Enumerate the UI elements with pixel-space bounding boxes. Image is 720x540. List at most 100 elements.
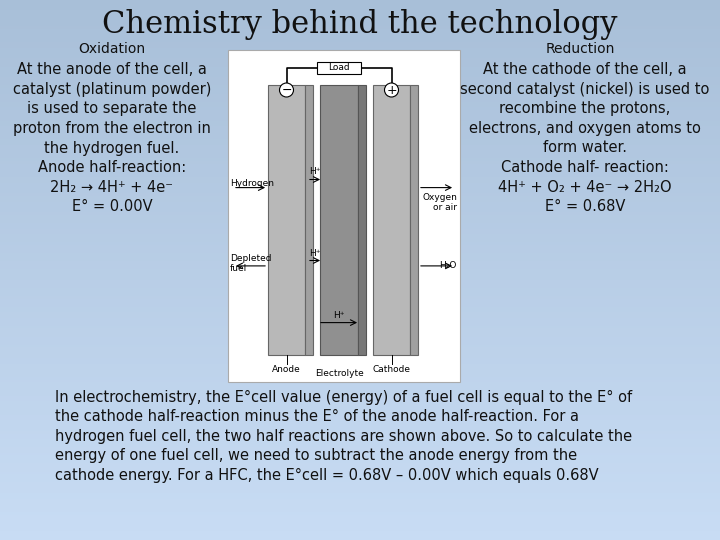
Text: E° = 0.68V: E° = 0.68V	[545, 199, 625, 214]
Bar	[0, 239, 720, 243]
Bar	[0, 39, 720, 43]
Bar	[0, 334, 720, 338]
Bar	[0, 480, 720, 483]
Bar	[0, 355, 720, 359]
Bar	[0, 134, 720, 138]
Text: Reduction: Reduction	[545, 42, 615, 56]
Text: is used to separate the: is used to separate the	[27, 102, 197, 117]
Bar	[0, 34, 720, 38]
Bar	[0, 145, 720, 148]
Bar	[0, 423, 720, 427]
Bar	[0, 377, 720, 381]
Bar	[0, 301, 720, 305]
Bar	[0, 326, 720, 329]
Bar	[0, 110, 720, 113]
Bar	[0, 309, 720, 313]
Bar	[0, 490, 720, 494]
Circle shape	[384, 83, 398, 97]
Text: In electrochemistry, the E°cell value (energy) of a fuel cell is equal to the E°: In electrochemistry, the E°cell value (e…	[55, 389, 632, 404]
Bar	[0, 485, 720, 489]
Text: 2H₂ → 4H⁺ + 4e⁻: 2H₂ → 4H⁺ + 4e⁻	[50, 179, 174, 194]
Circle shape	[279, 83, 294, 97]
Bar	[0, 482, 720, 486]
Bar	[0, 507, 720, 510]
Text: Cathode: Cathode	[372, 366, 410, 375]
Bar	[0, 285, 720, 289]
Bar	[0, 282, 720, 286]
Bar	[0, 463, 720, 467]
Bar	[0, 363, 720, 367]
Bar	[0, 120, 720, 124]
Bar	[0, 323, 720, 327]
Bar	[0, 193, 720, 197]
Bar	[0, 69, 720, 73]
Bar	[0, 447, 720, 451]
Bar	[0, 369, 720, 373]
Bar	[0, 137, 720, 140]
Bar	[0, 129, 720, 132]
Bar	[0, 415, 720, 419]
Bar	[0, 280, 720, 284]
Bar	[0, 212, 720, 216]
Bar	[0, 188, 720, 192]
Bar	[0, 528, 720, 532]
Bar	[0, 153, 720, 157]
Bar	[0, 264, 720, 267]
Bar	[0, 288, 720, 292]
Bar	[0, 31, 720, 35]
Bar	[0, 48, 720, 51]
Bar	[0, 339, 720, 343]
Bar	[0, 91, 720, 94]
Text: proton from the electron in: proton from the electron in	[13, 121, 211, 136]
Bar	[228, 50, 460, 382]
Text: Cathode half- reaction:: Cathode half- reaction:	[501, 160, 669, 175]
Bar	[0, 304, 720, 308]
Text: Load: Load	[328, 64, 350, 72]
Bar	[0, 434, 720, 437]
Bar	[0, 504, 720, 508]
Bar	[0, 328, 720, 332]
Bar	[0, 10, 720, 14]
Text: −: −	[282, 84, 292, 97]
Bar	[0, 258, 720, 262]
Bar	[0, 471, 720, 475]
Bar	[0, 345, 720, 348]
Text: cathode energy. For a HFC, the E°cell = 0.68V – 0.00V which equals 0.68V: cathode energy. For a HFC, the E°cell = …	[55, 468, 598, 483]
Bar	[0, 501, 720, 505]
Bar	[0, 466, 720, 470]
Bar	[0, 331, 720, 335]
Bar	[0, 393, 720, 397]
Bar	[0, 269, 720, 273]
Text: fuel: fuel	[230, 264, 247, 273]
Bar	[0, 112, 720, 116]
Bar	[0, 496, 720, 500]
Bar	[0, 185, 720, 189]
Bar	[0, 204, 720, 208]
Text: the hydrogen fuel.: the hydrogen fuel.	[45, 140, 179, 156]
Bar	[0, 142, 720, 146]
Bar	[0, 123, 720, 127]
Bar	[0, 29, 720, 32]
Bar	[0, 18, 720, 22]
Bar	[0, 218, 720, 221]
Bar	[0, 469, 720, 472]
Bar	[0, 380, 720, 383]
Bar	[0, 374, 720, 378]
Bar	[0, 534, 720, 537]
Bar	[0, 474, 720, 478]
Bar	[0, 247, 720, 251]
Bar	[0, 442, 720, 446]
Bar	[0, 444, 720, 448]
Bar	[0, 191, 720, 194]
Bar	[0, 131, 720, 135]
Bar	[0, 250, 720, 254]
Bar	[0, 56, 720, 59]
Bar	[0, 525, 720, 529]
Bar	[0, 388, 720, 392]
Bar	[0, 115, 720, 119]
Bar	[0, 382, 720, 386]
Bar	[0, 320, 720, 324]
Bar	[0, 210, 720, 213]
Bar	[0, 517, 720, 521]
Bar	[0, 358, 720, 362]
